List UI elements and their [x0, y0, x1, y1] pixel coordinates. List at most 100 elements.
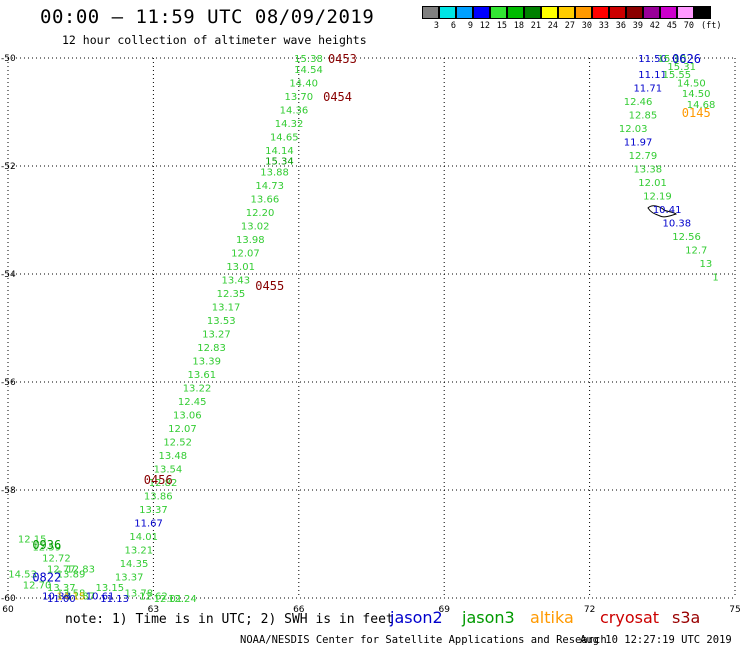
mission-jason3: jason3	[462, 608, 515, 627]
swh-value-label: 13.21	[125, 545, 154, 556]
colorbar-cell	[626, 6, 643, 19]
swh-value-label: 12.62	[139, 591, 168, 602]
x-tick-label: 63	[148, 605, 159, 615]
swh-value-label: 12.45	[178, 397, 207, 408]
colorbar-label: 12	[479, 21, 490, 31]
swh-value-label: 15.55	[663, 70, 692, 81]
x-tick-label: 75	[729, 605, 740, 615]
swh-value-label: 11.11	[638, 70, 667, 81]
swh-value-label: 12.19	[643, 192, 672, 203]
colorbar-label: 36	[615, 21, 626, 31]
y-tick-label: -54	[1, 270, 16, 280]
swh-value-label: 12.70	[23, 581, 52, 592]
mission-jason2: jason2	[390, 608, 443, 627]
swh-value-label: 13.17	[212, 302, 241, 313]
swh-value-label: 12.03	[619, 124, 648, 135]
swh-value-label: 15.10	[658, 54, 687, 65]
swh-value-label: 15.38	[294, 54, 323, 65]
timestamp: Aug 10 12:27:19 UTC 2019	[580, 634, 732, 646]
colorbar-label: 27	[564, 21, 575, 31]
swh-value-label: 14.15	[57, 591, 86, 602]
swh-value-label: 14.54	[294, 65, 323, 76]
swh-value-label: 13	[700, 259, 713, 270]
swh-value-label: 12.85	[629, 111, 658, 122]
swh-value-label: 14.50	[677, 78, 706, 89]
swh-value-label: 13.66	[251, 194, 280, 205]
swh-value-label: 10.41	[653, 205, 682, 216]
swh-value-label: 12.72	[42, 554, 71, 565]
swh-value-label: 13.89	[57, 570, 86, 581]
colorbar-cell	[473, 6, 490, 19]
swh-value-label: 12.56	[672, 232, 701, 243]
track-time-label: 0453	[328, 52, 357, 66]
colorbar-cell	[490, 6, 507, 19]
swh-value-label: 13.02	[241, 221, 270, 232]
swh-value-label: 11.97	[624, 138, 653, 149]
swh-value-label: 14.68	[687, 100, 716, 111]
mission-altika: altika	[530, 608, 574, 627]
track-time-label: 0936	[32, 538, 61, 552]
swh-value-label: 13.37	[47, 583, 76, 594]
swh-value-label: 10.61	[86, 591, 115, 602]
swh-value-label: 12.20	[246, 208, 275, 219]
swh-value-label: 13.53	[207, 316, 236, 327]
swh-value-label: 14.01	[129, 532, 158, 543]
swh-value-label: 14.36	[280, 105, 309, 116]
swh-value-label: 13.27	[202, 329, 231, 340]
swh-value-label: 11.71	[633, 84, 662, 95]
swh-value-label: 13.58	[57, 589, 86, 600]
x-tick-label: 66	[293, 605, 305, 615]
swh-value-label: 13.01	[226, 262, 255, 273]
colorbar-cell	[541, 6, 558, 19]
colorbar-cell	[643, 6, 660, 19]
swh-value-label: 1	[712, 273, 718, 284]
swh-value-label: 12.15	[18, 535, 47, 546]
swh-value-label: 12.83	[197, 343, 226, 354]
swh-value-label: 15.34	[265, 157, 294, 168]
colorbar-labels: 3 6 9 12 15 18 21 24 27 30 33 36 39 42 45 70	[422, 21, 694, 31]
swh-value-label: 13.88	[260, 167, 289, 178]
swh-value-label: 14.35	[120, 559, 149, 570]
colorbar-cell	[694, 6, 711, 19]
track-time-label: 0454	[323, 90, 352, 104]
credit-text: NOAA/NESDIS Center for Satellite Applica…	[240, 634, 607, 646]
swh-value-label: 10.38	[663, 219, 692, 230]
x-tick-label: 72	[584, 605, 595, 615]
swh-value-label: 12.01	[154, 594, 183, 605]
swh-value-label: 13.70	[284, 92, 313, 103]
track-time-label: 0145	[682, 106, 711, 120]
swh-value-label: 12.59	[32, 543, 61, 554]
y-tick-label: -56	[1, 378, 16, 388]
swh-value-label: 12.83	[66, 564, 95, 575]
track-time-label: 0822	[32, 570, 61, 584]
swh-value-label: 13.37	[115, 572, 144, 583]
colorbar-cell	[609, 6, 626, 19]
colorbar-cell	[592, 6, 609, 19]
y-tick-label: -58	[1, 486, 16, 496]
chart-title: 00:00 — 11:59 UTC 08/09/2019	[40, 6, 375, 28]
colorbar-cell	[524, 6, 541, 19]
swh-value-label: 12.35	[217, 289, 246, 300]
track-time-label: 0626	[672, 52, 701, 66]
swh-value-label: 13.39	[192, 356, 221, 367]
swh-value-label: 11.67	[134, 518, 163, 529]
swh-value-label: 12.07	[231, 248, 260, 259]
x-tick-label: 69	[438, 605, 450, 615]
swh-value-label: 13.43	[221, 275, 250, 286]
x-tick-label: 60	[2, 605, 14, 615]
chart-subtitle: 12 hour collection of altimeter wave hei…	[62, 33, 367, 47]
colorbar-cell	[507, 6, 524, 19]
swh-value-label: 12.79	[629, 151, 658, 162]
swh-value-label: 12.77	[47, 564, 76, 575]
swh-value-label: 12.24	[168, 594, 197, 605]
footer-note: note: 1) Time is in UTC; 2) SWH is in fe…	[65, 612, 394, 627]
y-tick-label: -60	[1, 594, 16, 604]
colorbar-cell	[677, 6, 694, 19]
swh-value-label: 11.13	[100, 594, 129, 605]
swh-value-label: 13.15	[95, 583, 124, 594]
swh-value-label: 13.22	[183, 383, 212, 394]
swh-value-label: 14.32	[275, 119, 304, 130]
colorbar	[422, 6, 711, 19]
swh-value-label: 13.48	[158, 451, 187, 462]
mission-s3a: s3a	[672, 608, 701, 627]
